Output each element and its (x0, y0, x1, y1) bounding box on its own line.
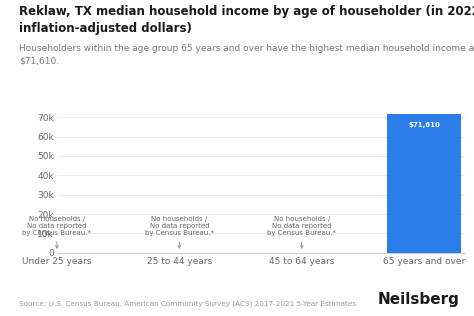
Text: $71,610: $71,610 (408, 122, 440, 128)
Text: No households /
No data reported
by Census Bureau.*: No households / No data reported by Cens… (145, 216, 214, 248)
Text: Reklaw, TX median household income by age of householder (in 2022: Reklaw, TX median household income by ag… (19, 5, 474, 18)
Bar (387, 114, 461, 253)
Text: Source: U.S. Census Bureau, American Community Survey (ACS) 2017-2021 5-Year Est: Source: U.S. Census Bureau, American Com… (19, 300, 356, 307)
Text: No households /
No data reported
by Census Bureau.*: No households / No data reported by Cens… (267, 216, 336, 248)
Text: Neilsberg: Neilsberg (378, 292, 460, 307)
Text: Householders within the age group 65 years and over have the highest median hous: Householders within the age group 65 yea… (19, 44, 474, 65)
Text: No households /
No data reported
by Census Bureau.*: No households / No data reported by Cens… (22, 216, 91, 248)
Text: inflation-adjusted dollars): inflation-adjusted dollars) (19, 22, 192, 35)
